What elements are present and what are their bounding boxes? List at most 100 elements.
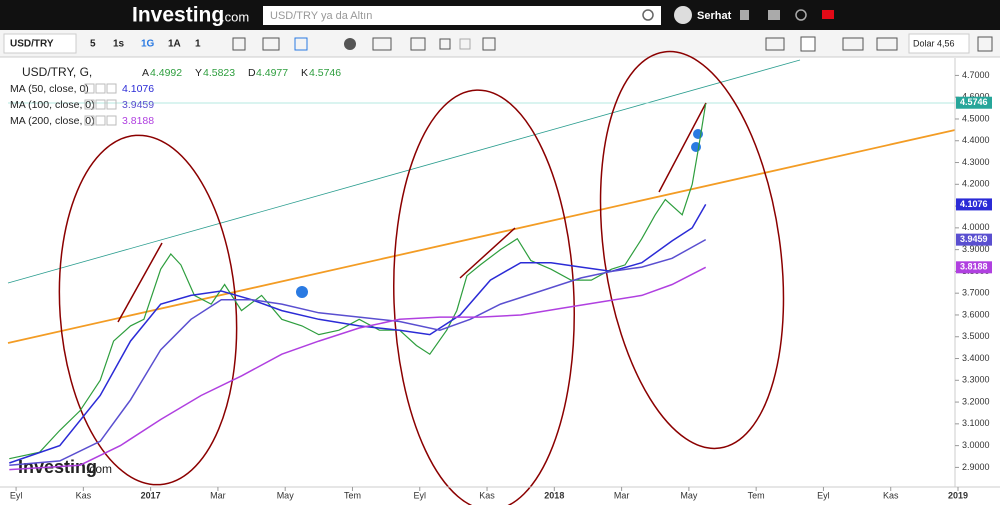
y-tick-label: 4.5000 bbox=[962, 113, 990, 123]
legend-title: USD/TRY, G, bbox=[22, 65, 92, 79]
symbol-box[interactable] bbox=[3, 33, 77, 54]
y-tick-label: 4.2000 bbox=[962, 179, 990, 189]
x-tick-label: May bbox=[277, 490, 295, 500]
price-badge-label: 3.9459 bbox=[960, 234, 988, 244]
undo-icon[interactable] bbox=[439, 38, 451, 50]
interval-button[interactable]: 1 bbox=[195, 39, 201, 50]
y-tick-label: 3.4000 bbox=[962, 353, 990, 363]
x-tick-label: Eyl bbox=[413, 490, 426, 500]
color-icon[interactable] bbox=[800, 36, 816, 52]
camera-icon[interactable] bbox=[765, 37, 785, 51]
y-tick-label: 4.0000 bbox=[962, 222, 990, 232]
search-box[interactable] bbox=[263, 6, 661, 25]
x-tick-label: Mar bbox=[614, 490, 630, 500]
fullscreen-icon[interactable] bbox=[977, 36, 993, 52]
ohlc-value: 4.5823 bbox=[203, 67, 235, 79]
y-tick-label: 2.9000 bbox=[962, 462, 990, 472]
symbol[interactable]: USD/TRY bbox=[10, 39, 54, 50]
legend-button[interactable] bbox=[95, 99, 106, 110]
x-tick-label: Tem bbox=[344, 490, 361, 500]
tool-icon[interactable] bbox=[372, 37, 392, 51]
legend-button[interactable] bbox=[84, 83, 95, 94]
x-tick-label: 2018 bbox=[544, 490, 564, 500]
logo[interactable]: Investing bbox=[132, 4, 224, 27]
tool-icon[interactable] bbox=[262, 37, 280, 51]
price-badge bbox=[956, 261, 992, 274]
currency[interactable]: Dolar 4,56 bbox=[913, 38, 955, 48]
ohlc-value: 4.5746 bbox=[309, 67, 341, 79]
slope-line bbox=[117, 242, 163, 323]
y-tick-label: 3.9000 bbox=[962, 244, 990, 254]
legend-name: MA (100, close, 0) bbox=[10, 99, 95, 111]
portfolio-icon[interactable] bbox=[768, 10, 780, 20]
interval-button[interactable]: 1A bbox=[168, 39, 181, 50]
cloud-icon[interactable] bbox=[842, 37, 864, 51]
search-placeholder[interactable]: USD/TRY ya da Altın bbox=[270, 10, 372, 22]
x-tick-label: Eyl bbox=[817, 490, 830, 500]
x-tick-label: May bbox=[680, 490, 698, 500]
redo-icon[interactable] bbox=[459, 38, 471, 50]
price-badge-label: 4.1076 bbox=[960, 199, 988, 209]
cloud-icon[interactable] bbox=[876, 37, 898, 51]
price-badge bbox=[956, 96, 992, 109]
legend-name: MA (50, close, 0) bbox=[10, 83, 89, 95]
x-tick-label: Eyl bbox=[10, 490, 23, 500]
legend-button[interactable] bbox=[84, 115, 95, 126]
tool-icon[interactable] bbox=[232, 37, 246, 51]
legend-button[interactable] bbox=[84, 99, 95, 110]
clock-icon[interactable] bbox=[795, 9, 807, 21]
price-badge-label: 4.5746 bbox=[960, 97, 988, 107]
interval-button[interactable]: 1s bbox=[113, 39, 125, 50]
annotations bbox=[58, 50, 785, 505]
legend-button[interactable] bbox=[95, 83, 106, 94]
user-name[interactable]: Serhat bbox=[697, 10, 732, 22]
tool-icons bbox=[232, 33, 993, 54]
y-tick-label: 3.6000 bbox=[962, 309, 990, 319]
ohlc-label: A bbox=[142, 67, 149, 79]
y-tick-label: 3.1000 bbox=[962, 418, 990, 428]
legend-button[interactable] bbox=[106, 83, 117, 94]
ma-line bbox=[9, 266, 707, 471]
tool-icon[interactable] bbox=[410, 37, 426, 51]
watermark-suffix: .com bbox=[86, 462, 112, 476]
x-tick-label: 2019 bbox=[948, 490, 968, 500]
ma-line bbox=[9, 238, 707, 466]
legend-value: 3.8188 bbox=[122, 115, 154, 127]
price-badge bbox=[956, 233, 992, 246]
alert-icon[interactable] bbox=[482, 37, 496, 51]
ellipse bbox=[393, 89, 575, 505]
legend-button[interactable] bbox=[95, 115, 106, 126]
price-line bbox=[9, 103, 707, 460]
x-tick-label: Mar bbox=[210, 490, 226, 500]
x-tick-label: Kas bbox=[479, 490, 495, 500]
avatar[interactable] bbox=[674, 6, 692, 24]
slope-line bbox=[658, 102, 707, 193]
y-tick-label: 3.0000 bbox=[962, 440, 990, 450]
trend-line bbox=[7, 59, 801, 284]
ellipse bbox=[599, 50, 785, 450]
currency-box[interactable] bbox=[908, 33, 970, 54]
search-icon[interactable] bbox=[642, 9, 654, 21]
legend-name: MA (200, close, 0) bbox=[10, 115, 95, 127]
price-badge bbox=[956, 198, 992, 211]
event-marker[interactable] bbox=[296, 286, 308, 298]
legend-value: 4.1076 bbox=[122, 83, 154, 95]
x-tick-label: Kas bbox=[76, 490, 92, 500]
legend-button[interactable] bbox=[106, 115, 117, 126]
legend: USD/TRY, G, A 4.4992 Y 4.5823 D 4.4977 K 4.5746 M… bbox=[10, 65, 341, 127]
settings-icon[interactable] bbox=[344, 38, 356, 50]
trend-line bbox=[7, 129, 956, 344]
ohlc-value: 4.4977 bbox=[256, 67, 288, 79]
interval-button[interactable]: 1G bbox=[141, 39, 155, 50]
logo-suffix[interactable]: .com bbox=[221, 9, 249, 24]
legend-button[interactable] bbox=[106, 99, 117, 110]
bell-icon[interactable] bbox=[740, 10, 749, 20]
ellipse bbox=[58, 134, 238, 486]
ohlc-label: Y bbox=[195, 67, 202, 79]
legend-value: 3.9459 bbox=[122, 99, 154, 111]
flag-icon[interactable] bbox=[822, 10, 834, 19]
y-tick-label: 4.6000 bbox=[962, 92, 990, 102]
tool-icon[interactable] bbox=[294, 37, 308, 51]
interval-button[interactable]: 5 bbox=[90, 39, 96, 50]
